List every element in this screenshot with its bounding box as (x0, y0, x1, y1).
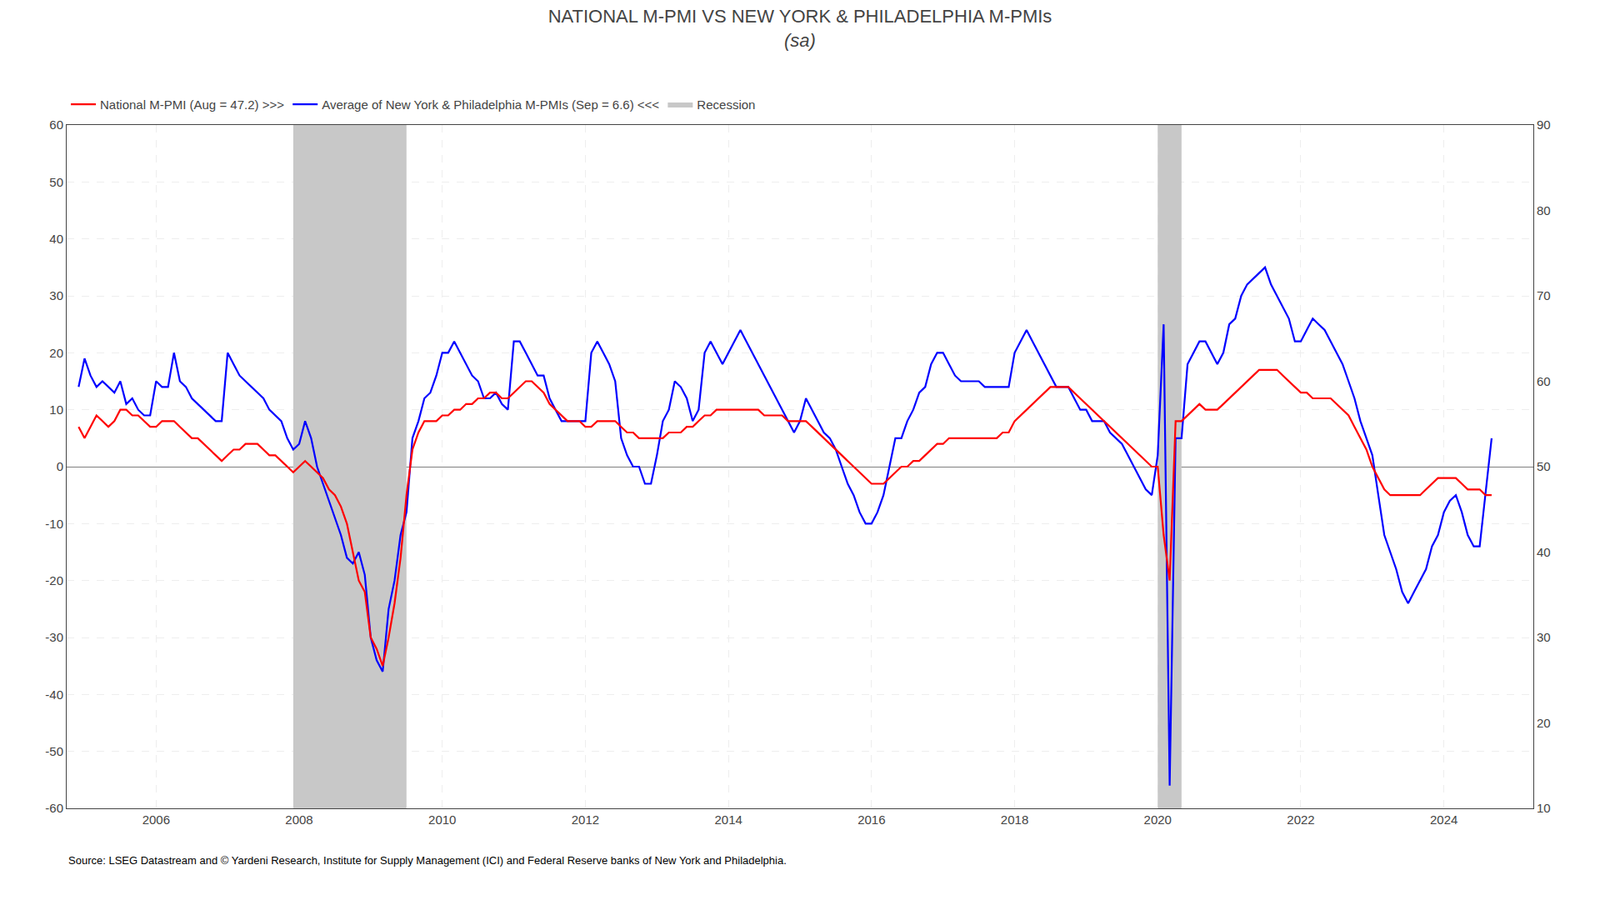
svg-text:-50: -50 (45, 744, 64, 759)
svg-text:2024: 2024 (1430, 812, 1458, 827)
svg-text:Recession: Recession (696, 97, 755, 112)
svg-text:2010: 2010 (428, 812, 456, 827)
svg-text:60: 60 (49, 117, 64, 132)
svg-text:10: 10 (1536, 800, 1551, 815)
svg-text:2022: 2022 (1286, 812, 1315, 827)
svg-text:70: 70 (1536, 288, 1551, 303)
svg-text:50: 50 (1536, 459, 1551, 474)
svg-text:20: 20 (1536, 715, 1551, 730)
svg-text:Source: LSEG Datastream and ©: Source: LSEG Datastream and © Yardeni Re… (68, 854, 787, 867)
svg-text:-10: -10 (45, 516, 64, 531)
svg-text:90: 90 (1536, 117, 1551, 132)
svg-text:2018: 2018 (1000, 812, 1029, 827)
svg-text:2016: 2016 (857, 812, 885, 827)
svg-text:30: 30 (1536, 630, 1551, 645)
svg-text:2020: 2020 (1144, 812, 1172, 827)
svg-text:-20: -20 (45, 573, 64, 588)
svg-text:30: 30 (49, 288, 64, 303)
svg-text:2008: 2008 (285, 812, 313, 827)
svg-text:-40: -40 (45, 687, 64, 702)
svg-text:2012: 2012 (571, 812, 600, 827)
svg-text:80: 80 (1536, 203, 1551, 218)
svg-text:0: 0 (56, 459, 64, 474)
svg-text:2014: 2014 (714, 812, 742, 827)
svg-text:10: 10 (49, 402, 64, 417)
svg-text:40: 40 (49, 231, 64, 246)
svg-text:50: 50 (49, 175, 64, 190)
svg-text:40: 40 (1536, 545, 1551, 560)
svg-text:Average of New York & Philadel: Average of New York & Philadelphia M-PMI… (321, 97, 660, 112)
svg-text:National M-PMI (Aug = 47.2) >>: National M-PMI (Aug = 47.2) >>> (100, 97, 285, 112)
svg-text:NATIONAL M-PMI VS NEW YORK & P: NATIONAL M-PMI VS NEW YORK & PHILADELPHI… (548, 5, 1053, 51)
svg-text:-30: -30 (45, 630, 64, 645)
svg-text:-60: -60 (45, 800, 64, 815)
svg-text:2006: 2006 (142, 812, 170, 827)
svg-text:20: 20 (49, 345, 64, 360)
svg-text:60: 60 (1536, 374, 1551, 389)
